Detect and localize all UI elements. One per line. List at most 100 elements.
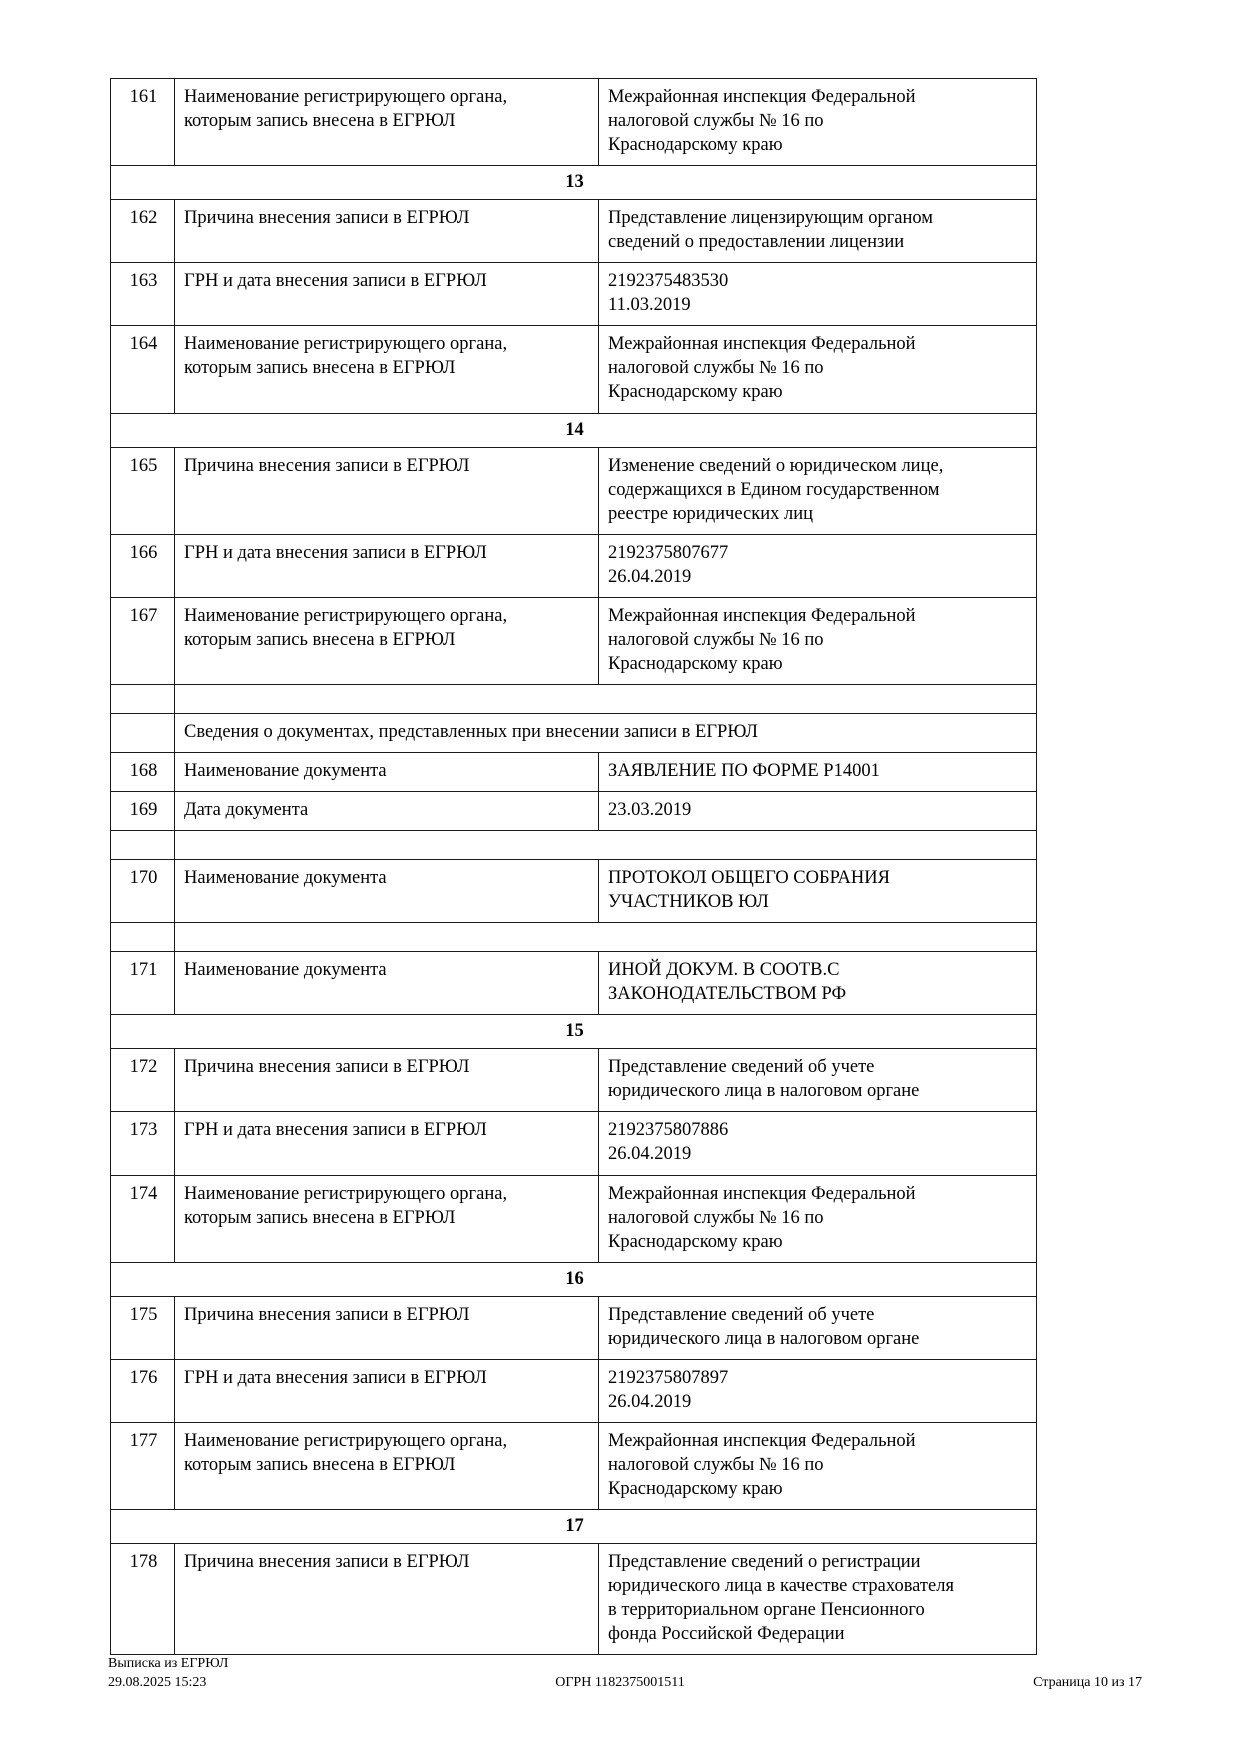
row-value-line: Представление лицензирующим органом [608, 208, 934, 229]
row-number-cell: 165 [110, 446, 175, 535]
row-value-line: УЧАСТНИКОВ ЮЛ [608, 892, 769, 913]
row-label-cell: ГРН и дата внесения записи в ЕГРЮЛ [174, 533, 599, 598]
table-row: 170 Наименование документа ПРОТОКОЛ ОБЩЕГО… [110, 859, 1037, 924]
documents-section-header-row: Сведения о документах, представленных пр… [110, 712, 1037, 753]
table-row: 164 Наименование регистрирующего органа, к… [110, 325, 1037, 414]
row-value-line: налоговой службы № 16 по [608, 1207, 824, 1228]
row-label-cell: Причина внесения записи в ЕГРЮЛ [174, 199, 599, 264]
row-value-cell: 23.03.2019 [598, 791, 1037, 832]
row-value-line: Представление сведений о регистрации [608, 1552, 921, 1573]
documents-section-header-num [110, 712, 175, 753]
row-value-line: налоговой службы № 16 по [608, 1454, 824, 1475]
row-label-line: ГРН и дата внесения записи в ЕГРЮЛ [184, 1367, 487, 1388]
row-label-line: ГРН и дата внесения записи в ЕГРЮЛ [184, 271, 487, 292]
row-label-line: Наименование регистрирующего органа, [184, 87, 508, 107]
row-label-cell: Наименование регистрирующего органа, кото… [174, 77, 599, 167]
egrul-table-body: 161 Наименование регистрирующего органа, к… [110, 77, 1037, 1656]
row-value-cell: Межрайонная инспекция Федеральной налогов… [598, 1174, 1037, 1263]
row-label-line: ГРН и дата внесения записи в ЕГРЮЛ [184, 1120, 487, 1141]
spacer-cell-num [110, 922, 175, 953]
row-number-cell: 166 [110, 533, 175, 598]
page-footer: Выписка из ЕГРЮЛ 29.08.2025 15:23 ОГРН 1… [0, 1655, 1240, 1715]
row-value-line: Межрайонная инспекция Федеральной [608, 87, 916, 107]
row-label-line: которым запись внесена в ЕГРЮЛ [184, 1454, 456, 1475]
row-label-cell: Наименование документа [174, 751, 599, 793]
table-row: 163 ГРН и дата внесения записи в ЕГРЮЛ 219… [110, 262, 1037, 327]
row-value-cell: Представление сведений об учете юридическ… [598, 1295, 1037, 1360]
row-label-line: Наименование регистрирующего органа, [184, 334, 508, 355]
row-value-line: налоговой службы № 16 по [608, 111, 824, 132]
row-number-cell: 167 [110, 596, 175, 685]
row-value-cell: Представление сведений о регистрации юрид… [598, 1543, 1037, 1656]
row-value-line: 26.04.2019 [608, 1144, 692, 1165]
row-value-line: Краснодарскому краю [608, 653, 783, 674]
row-value-cell: ЗАЯВЛЕНИЕ ПО ФОРМЕ Р14001 [598, 751, 1037, 793]
row-value-line: Краснодарскому краю [608, 135, 783, 156]
row-value-cell: 2192375483530 11.03.2019 [598, 262, 1037, 327]
row-label-line: которым запись внесена в ЕГРЮЛ [184, 1207, 456, 1228]
row-label-cell: Причина внесения записи в ЕГРЮЛ [174, 1295, 599, 1360]
section-band-row: 16 [110, 1261, 1037, 1297]
footer-doc-kind: Выписка из ЕГРЮЛ [108, 1656, 229, 1671]
row-number-cell: 168 [110, 751, 175, 793]
row-number-cell: 177 [110, 1421, 175, 1511]
row-value-line: Представление сведений об учете [608, 1304, 875, 1325]
spacer-cell-num [110, 683, 175, 714]
row-number-cell: 162 [110, 199, 175, 264]
row-value-line: юридического лица в качестве страховател… [608, 1576, 954, 1597]
table-row: 172 Причина внесения записи в ЕГРЮЛ Предст… [110, 1048, 1037, 1113]
row-value-line: 23.03.2019 [608, 800, 692, 821]
row-value-line: налоговой службы № 16 по [608, 358, 824, 379]
row-label-line: Наименование регистрирующего органа, [184, 1430, 508, 1451]
row-label-line: ГРН и дата внесения записи в ЕГРЮЛ [184, 542, 487, 563]
row-label-cell: Наименование регистрирующего органа, кото… [174, 596, 599, 685]
row-value-line: сведений о предоставлении лицензии [608, 232, 905, 253]
row-number-cell: 178 [110, 1543, 175, 1656]
row-value-line: Межрайонная инспекция Федеральной [608, 1430, 916, 1451]
spacer-row [110, 830, 1037, 861]
egrul-table-wrapper: 161 Наименование регистрирующего органа, к… [110, 77, 1037, 1656]
section-band-row: 14 [110, 412, 1037, 448]
row-value-cell: Межрайонная инспекция Федеральной налогов… [598, 1421, 1037, 1511]
egrul-records-table: 161 Наименование регистрирующего органа, к… [110, 77, 1037, 1656]
row-value-line: Межрайонная инспекция Федеральной [608, 605, 916, 626]
row-number-cell: 176 [110, 1358, 175, 1423]
spacer-cell-body [174, 830, 1037, 861]
row-value-cell: Представление сведений об учете юридическ… [598, 1048, 1037, 1113]
row-label-line: которым запись внесена в ЕГРЮЛ [184, 358, 456, 379]
row-value-line: фонда Российской Федерации [608, 1624, 845, 1645]
row-number-cell: 175 [110, 1295, 175, 1360]
row-number-cell: 174 [110, 1174, 175, 1263]
table-row: 173 ГРН и дата внесения записи в ЕГРЮЛ 219… [110, 1111, 1037, 1176]
row-number-cell: 173 [110, 1111, 175, 1176]
row-label-line: Наименование регистрирующего органа, [184, 1183, 508, 1204]
spacer-row [110, 922, 1037, 953]
row-value-line: содержащихся в Едином государственном [608, 479, 940, 500]
row-value-line: Межрайонная инспекция Федеральной [608, 1183, 916, 1204]
section-band-number: 13 [110, 165, 1037, 201]
row-number-cell: 171 [110, 951, 175, 1016]
table-row: 161 Наименование регистрирующего органа, к… [110, 77, 1037, 167]
footer-ogrn: ОГРН 1182375001511 [555, 1675, 685, 1690]
row-label-line: Причина внесения записи в ЕГРЮЛ [184, 1057, 470, 1078]
row-value-line: налоговой службы № 16 по [608, 629, 824, 650]
row-label-cell: Дата документа [174, 791, 599, 832]
row-value-line: Представление сведений об учете [608, 1057, 875, 1078]
table-row: 171 Наименование документа ИНОЙ ДОКУМ. В С… [110, 951, 1037, 1016]
section-band-number: 17 [110, 1509, 1037, 1545]
row-label-cell: ГРН и дата внесения записи в ЕГРЮЛ [174, 1111, 599, 1176]
row-label-cell: ГРН и дата внесения записи в ЕГРЮЛ [174, 1358, 599, 1423]
row-value-line: в территориальном органе Пенсионного [608, 1600, 925, 1621]
row-value-line: реестре юридических лиц [608, 503, 814, 524]
row-value-line: ЗАКОНОДАТЕЛЬСТВОМ РФ [608, 984, 847, 1005]
row-label-line: Наименование документа [184, 868, 387, 889]
row-value-line: 2192375807677 [608, 542, 729, 563]
row-number-cell: 163 [110, 262, 175, 327]
row-label-line: Причина внесения записи в ЕГРЮЛ [184, 1552, 470, 1573]
row-value-line: Краснодарскому краю [608, 382, 783, 403]
table-row: 166 ГРН и дата внесения записи в ЕГРЮЛ 219… [110, 533, 1037, 598]
table-row: 174 Наименование регистрирующего органа, к… [110, 1174, 1037, 1263]
table-row: 175 Причина внесения записи в ЕГРЮЛ Предст… [110, 1295, 1037, 1360]
row-number-cell: 170 [110, 859, 175, 924]
